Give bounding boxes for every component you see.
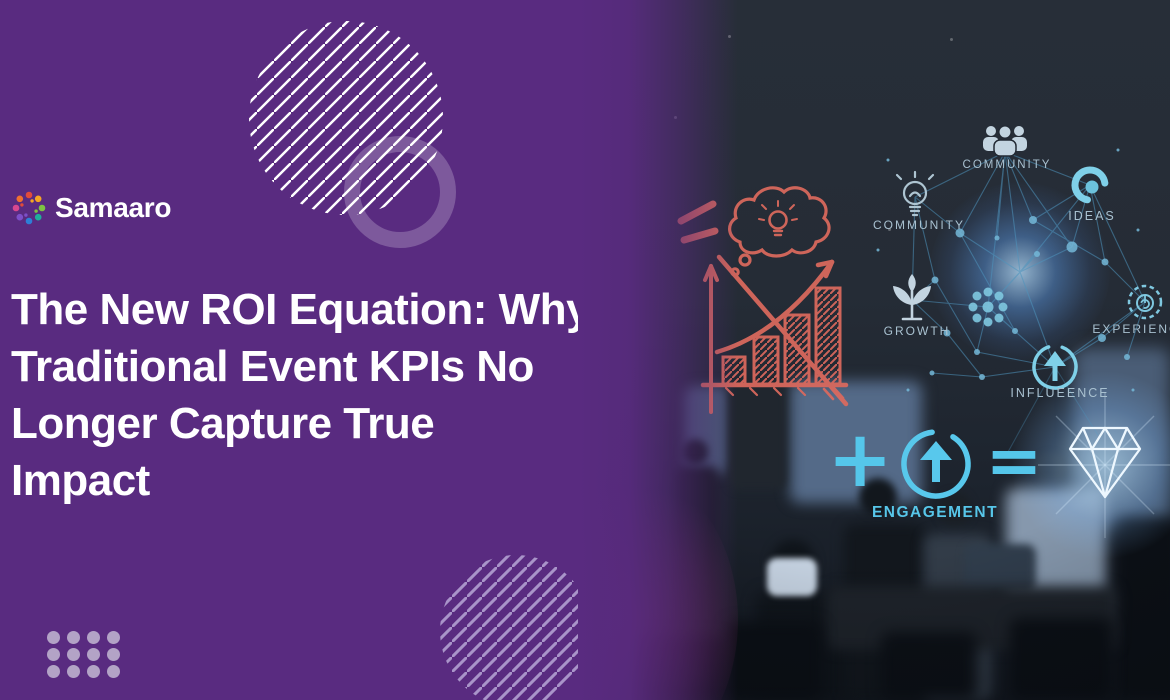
lightbulb-icon xyxy=(895,170,935,217)
hatch-circle-bottom-decoration xyxy=(440,555,592,700)
dot xyxy=(67,631,80,644)
headline-line-1: The New ROI Equation: Why xyxy=(11,285,591,334)
dot xyxy=(67,648,80,661)
brand-name: Samaaro xyxy=(55,192,172,223)
network-overlay: COMMUNITY COMMUNITY IDEAS GROWTH EXPERIE… xyxy=(872,125,1170,538)
dot xyxy=(107,665,120,678)
dot xyxy=(107,648,120,661)
brand-logo: Samaaro xyxy=(10,189,172,227)
window-pane xyxy=(790,381,922,503)
diamond-icon xyxy=(1038,392,1170,538)
dot xyxy=(87,631,100,644)
person-silhouette xyxy=(859,478,897,516)
chair xyxy=(726,622,822,700)
dot xyxy=(87,665,100,678)
influence-label: INFLUEENCE xyxy=(1010,386,1109,400)
hub-gear-icon xyxy=(968,287,1008,327)
purple-fade-overlay xyxy=(578,0,738,700)
dot xyxy=(47,665,60,678)
chair xyxy=(881,632,977,700)
dot xyxy=(87,648,100,661)
growth-plant-icon xyxy=(893,274,931,321)
engagement-arrow-icon xyxy=(901,429,971,499)
headline-line-2: Traditional Event KPIs No xyxy=(11,342,534,391)
equals-sign: = xyxy=(976,416,1052,506)
ideas-label: IDEAS xyxy=(1068,209,1116,223)
plus-sign: + xyxy=(825,414,895,506)
network-lines xyxy=(911,151,1146,453)
dot xyxy=(47,631,60,644)
ideas-donut-icon xyxy=(1071,166,1109,204)
experience-label: EXPERIENCE xyxy=(1092,322,1170,336)
headline-line-4: Impact xyxy=(11,456,150,505)
experience-dial-icon xyxy=(1127,284,1163,320)
ring-decoration xyxy=(344,136,456,248)
page-title: The New ROI Equation: Why Traditional Ev… xyxy=(11,281,691,509)
network-nodes xyxy=(876,148,1140,392)
laptop-screen xyxy=(767,558,817,596)
growth-label: GROWTH xyxy=(884,324,951,338)
samaaro-logo-icon xyxy=(12,191,46,225)
dot xyxy=(67,665,80,678)
influence-arrow-icon xyxy=(1032,344,1078,390)
headline-line-3: Longer Capture True xyxy=(11,399,435,448)
photo-panel: COMMUNITY COMMUNITY IDEAS GROWTH EXPERIE… xyxy=(578,0,1170,700)
community-top-label: COMMUNITY xyxy=(963,159,1052,171)
dot xyxy=(107,631,120,644)
engagement-label: ENGAGEMENT xyxy=(872,504,998,521)
dots-grid-decoration xyxy=(47,631,120,678)
community-left-label: COMMUNITY xyxy=(873,218,965,232)
chair xyxy=(1010,618,1112,700)
dot xyxy=(47,648,60,661)
community-people-icon xyxy=(983,125,1027,157)
